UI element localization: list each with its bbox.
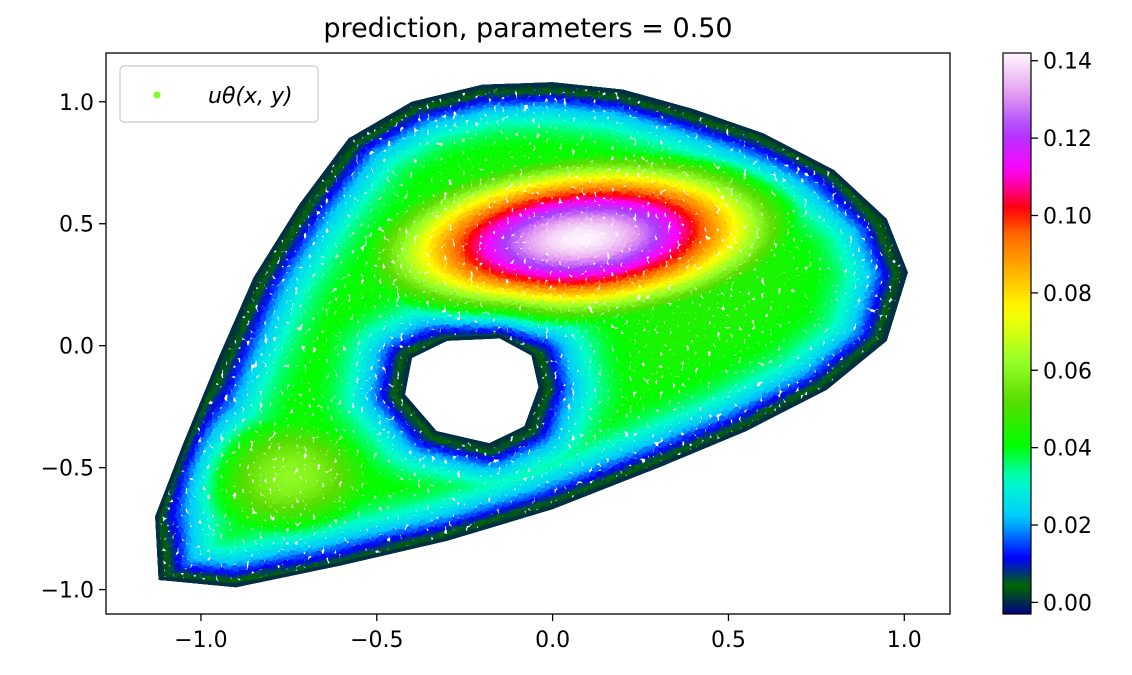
scatter-point: [343, 418, 350, 425]
scatter-point: [377, 510, 384, 517]
scatter-point: [381, 431, 388, 438]
scatter-point: [321, 516, 328, 523]
scatter-point: [621, 415, 627, 422]
scatter-point: [284, 476, 291, 483]
scatter-point: [229, 486, 236, 492]
scatter-point: [519, 446, 526, 453]
scatter-point: [258, 559, 265, 566]
scatter-point: [194, 547, 201, 554]
scatter-point: [272, 443, 279, 450]
scatter-point: [290, 534, 297, 541]
scatter-point: [225, 549, 231, 556]
scatter-point: [356, 549, 363, 556]
scatter-point: [601, 458, 608, 465]
scatter-point: [282, 559, 289, 566]
scatter-point: [325, 525, 332, 532]
scatter-point: [220, 489, 227, 495]
scatter-point: [711, 416, 718, 422]
scatter-point: [603, 440, 610, 447]
scatter-point: [676, 434, 683, 441]
scatter-point: [316, 550, 323, 557]
scatter-points: [155, 82, 908, 588]
scatter-point: [352, 512, 359, 519]
scatter-point: [259, 480, 265, 487]
scatter-point: [221, 562, 228, 569]
scatter-point: [232, 576, 239, 583]
scatter-point: [500, 494, 507, 501]
scatter-point: [225, 577, 232, 584]
scatter-point: [576, 461, 583, 468]
scatter-point: [428, 485, 435, 492]
scatter-point: [333, 553, 340, 560]
scatter-point: [336, 474, 343, 480]
scatter-point: [232, 565, 239, 571]
scatter-point: [312, 427, 319, 434]
scatter-point: [354, 544, 361, 551]
scatter-point: [408, 473, 415, 480]
scatter-point: [290, 507, 297, 514]
scatter-point: [254, 531, 261, 538]
chart-title: prediction, parameters = 0.50: [323, 13, 732, 44]
scatter-point: [181, 556, 188, 563]
scatter-point: [253, 571, 260, 578]
scatter-point: [240, 550, 247, 557]
scatter-point: [544, 482, 551, 489]
scatter-point: [299, 446, 306, 453]
scatter-point: [304, 510, 311, 517]
scatter-point: [170, 552, 177, 559]
scatter-point: [179, 498, 186, 505]
scatter-point: [206, 446, 213, 453]
scatter-point: [298, 553, 305, 559]
scatter-point: [252, 550, 259, 556]
scatter-point: [351, 489, 358, 496]
scatter-point: [596, 431, 603, 438]
scatter-point: [447, 498, 454, 505]
scatter-point: [192, 565, 199, 572]
scatter-point: [261, 567, 268, 574]
scatter-point: [168, 565, 175, 572]
scatter-point: [298, 564, 305, 571]
scatter-point: [523, 470, 530, 477]
scatter-point: [594, 464, 601, 471]
scatter-point: [386, 437, 393, 444]
